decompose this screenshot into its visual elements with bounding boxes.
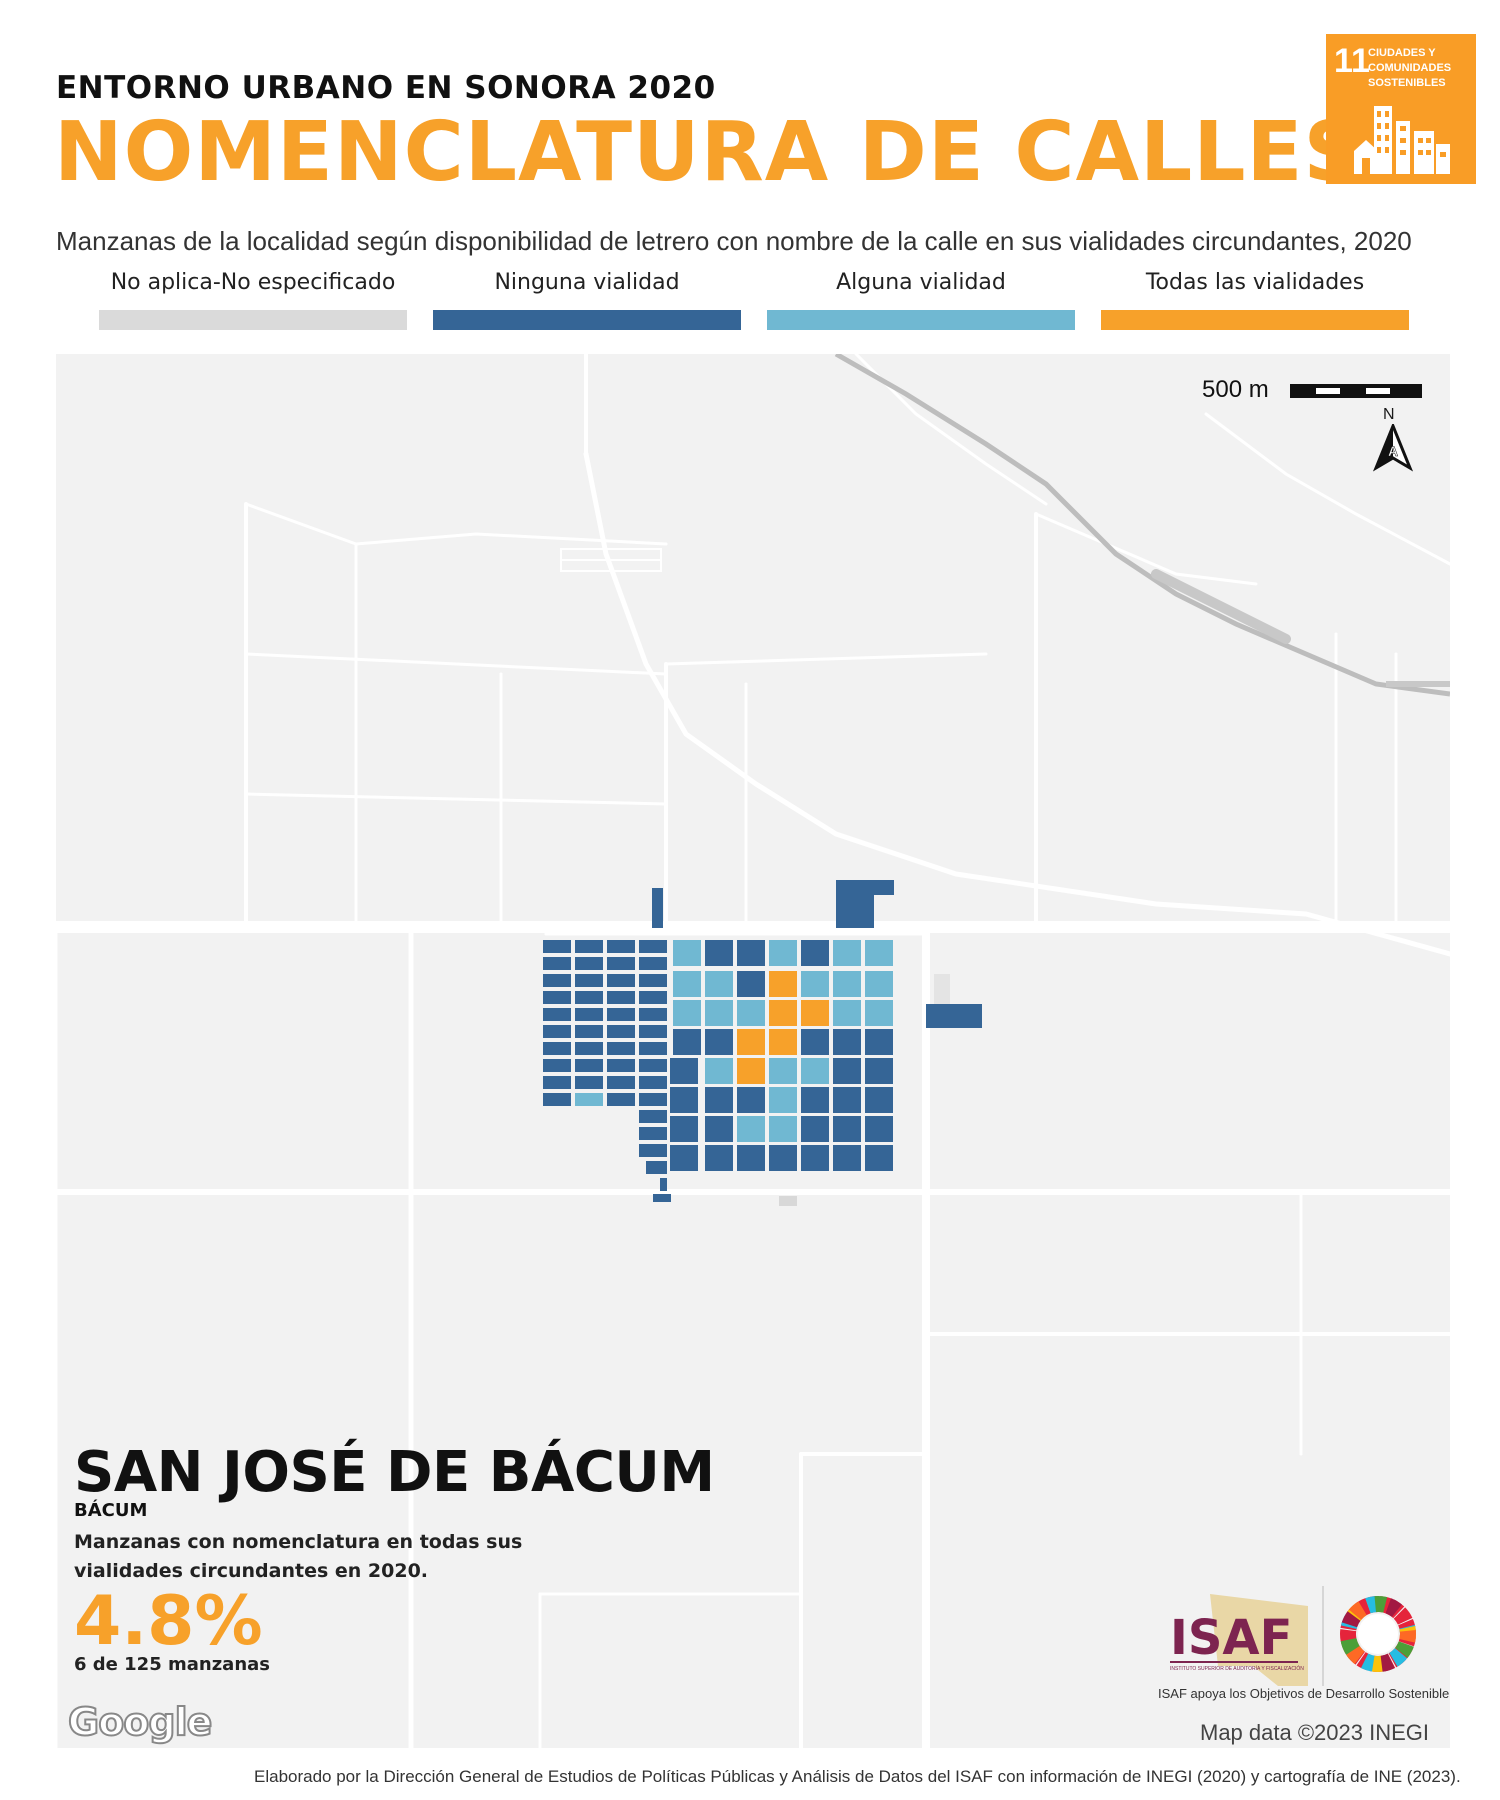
legend-item-no-aplica: No aplica-No especificado: [99, 270, 407, 330]
legend-swatch: [1101, 310, 1409, 330]
city-block: [670, 1145, 698, 1171]
city-block: [833, 1029, 861, 1055]
legend-item-alguna: Alguna vialidad: [767, 270, 1075, 330]
scale-bar: [1290, 384, 1422, 398]
city-block: [865, 1145, 893, 1171]
city-block: [769, 971, 797, 997]
map-basemap: [56, 354, 1450, 1748]
scale-label: 500 m: [1202, 376, 1269, 403]
city-block: [833, 1145, 861, 1171]
city-block: [769, 1000, 797, 1026]
city-block: [865, 1116, 893, 1142]
city-block: [865, 940, 893, 966]
map-attribution: Map data ©2023 INEGI: [1200, 1720, 1430, 1745]
ods-text: CIUDADES Y COMUNIDADES SOSTENIBLES: [1368, 47, 1452, 89]
city-block: [705, 1029, 733, 1055]
legend-item-ninguna: Ninguna vialidad: [433, 270, 741, 330]
svg-text:A: A: [1388, 443, 1398, 459]
city-block: [865, 1087, 893, 1113]
city-block: [801, 1000, 829, 1026]
city-block: [769, 1029, 797, 1055]
city-block: [769, 1087, 797, 1113]
city-block: [801, 1116, 829, 1142]
legend-item-todas: Todas las vialidades: [1101, 270, 1409, 330]
city-block: [769, 940, 797, 966]
page-title: NOMENCLATURA DE CALLES: [54, 105, 1364, 200]
isaf-subtitle: INSTITUTO SUPERIOR DE AUDITORÍA Y FISCAL…: [1170, 1666, 1304, 1672]
isaf-logo: ISAF INSTITUTO SUPERIOR DE AUDITORÍA Y F…: [1158, 1586, 1458, 1696]
legend-label: Ninguna vialidad: [494, 270, 680, 295]
city-block: [801, 1029, 829, 1055]
city-icon: [1354, 106, 1450, 174]
city-block: [801, 1058, 829, 1084]
svg-text:ISAF: ISAF: [1170, 1610, 1292, 1666]
city-block: [737, 1058, 765, 1084]
indicator-description: Manzanas con nomenclatura en todas sus v…: [74, 1531, 523, 1582]
legend-label: Todas las vialidades: [1145, 270, 1365, 295]
city-block: [737, 1116, 765, 1142]
city-block: [833, 971, 861, 997]
city-block: [833, 940, 861, 966]
legend-swatch: [767, 310, 1075, 330]
city-block: [737, 1087, 765, 1113]
block-count: 6 de 125 manzanas: [74, 1654, 271, 1675]
legend-swatch: [433, 310, 741, 330]
city-block: [705, 971, 733, 997]
city-block: [705, 1087, 733, 1113]
city-block: [865, 1000, 893, 1026]
city-block: [865, 1029, 893, 1055]
city-block: [673, 1029, 701, 1055]
map-subtitle: Manzanas de la localidad según disponibi…: [56, 226, 1412, 256]
city-block: [801, 971, 829, 997]
locality-name: SAN JOSÉ DE BÁCUM: [74, 1440, 715, 1505]
city-block: [801, 1087, 829, 1113]
city-block: [769, 1058, 797, 1084]
map-canvas[interactable]: [56, 354, 1450, 1748]
city-block: [737, 1145, 765, 1171]
legend-swatch: [99, 310, 407, 330]
city-block: [670, 1116, 698, 1142]
google-logo: Google: [67, 1699, 213, 1745]
north-arrow-icon: A: [1372, 424, 1414, 472]
city-block: [673, 1000, 701, 1026]
city-block: [865, 1058, 893, 1084]
city-block: [769, 1145, 797, 1171]
city-block: [737, 1000, 765, 1026]
city-block: [833, 1087, 861, 1113]
city-block: [705, 1145, 733, 1171]
city-block: [737, 940, 765, 966]
city-block: [833, 1000, 861, 1026]
city-block: [833, 1058, 861, 1084]
city-blocks: [543, 880, 982, 1206]
city-block: [670, 1058, 698, 1084]
municipality-name: BÁCUM: [74, 1500, 148, 1521]
supertitle: ENTORNO URBANO EN SONORA 2020: [56, 70, 716, 106]
city-block: [833, 1116, 861, 1142]
indicator-percentage: 4.8%: [74, 1582, 263, 1661]
city-block: [705, 1116, 733, 1142]
city-block: [801, 940, 829, 966]
isaf-caption: ISAF apoya los Objetivos de Desarrollo S…: [1158, 1686, 1450, 1701]
north-label: N: [1383, 406, 1395, 423]
city-block: [737, 1029, 765, 1055]
city-block: [737, 971, 765, 997]
city-block: [673, 940, 701, 966]
city-block: [769, 1116, 797, 1142]
city-block: [705, 1000, 733, 1026]
ods-11-badge: 11 CIUDADES Y COMUNIDADES SOSTENIBLES: [1326, 34, 1476, 184]
legend-label: No aplica-No especificado: [110, 270, 396, 295]
city-block: [865, 971, 893, 997]
city-block: [670, 1087, 698, 1113]
city-block: [801, 1145, 829, 1171]
city-block: [705, 1058, 733, 1084]
footer-credits: Elaborado por la Dirección General de Es…: [254, 1767, 1461, 1786]
legend-label: Alguna vialidad: [836, 270, 1006, 295]
city-block: [673, 971, 701, 997]
ods-number: 11: [1334, 42, 1370, 80]
city-block: [705, 940, 733, 966]
